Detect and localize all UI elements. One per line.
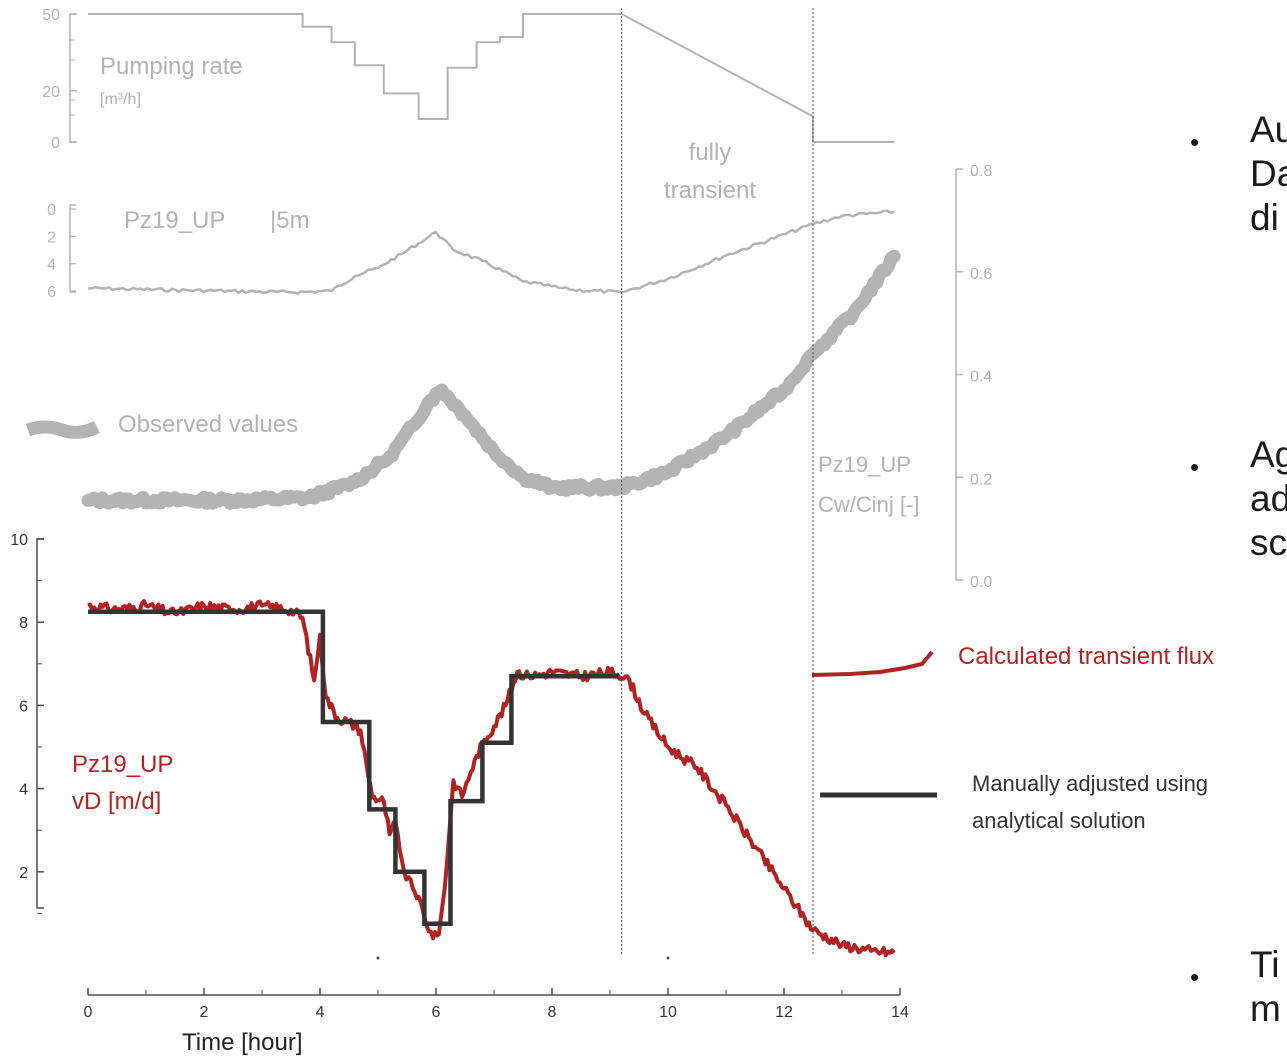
stray-dot <box>666 956 670 960</box>
concentration-tick-label: 0.0 <box>970 574 992 591</box>
groundwater-tick-label: 2 <box>47 229 56 246</box>
flux-tick-label: 4 <box>19 782 28 799</box>
stray-dot <box>376 956 380 960</box>
bullet-dot: • <box>1190 127 1200 157</box>
bullet-2-line-2: ad <box>1250 478 1287 519</box>
calculated-flux-line <box>87 599 896 958</box>
concentration-tick-label: 0.4 <box>970 369 992 386</box>
bullet-3-line-1: Ti <box>1250 944 1280 985</box>
fully-transient-label-line1: fully <box>689 139 732 166</box>
pumping-tick-label: 0 <box>51 135 60 152</box>
pumping-rate-line <box>88 13 895 143</box>
concentration-tick-label: 0.6 <box>970 266 992 283</box>
bullet-dot: • <box>1190 452 1200 482</box>
groundwater-label: Pz19_UP <box>124 207 225 234</box>
bullet-lines-2: Ag ad sc <box>1250 433 1287 565</box>
pumping-y-axis <box>69 13 76 143</box>
flux-tick-label: 6 <box>19 698 28 715</box>
flux-tick-label: 10 <box>10 532 28 549</box>
groundwater-scale-label: |5m <box>270 207 310 234</box>
calculated-flux-legend-label: Calculated transient flux <box>958 643 1214 670</box>
bullet-1-line-1: Au <box>1250 109 1287 150</box>
analytical-solution-legend-label-line1: Manually adjusted using <box>972 771 1208 796</box>
groundwater-tick-label: 6 <box>47 284 56 301</box>
bullet-dot: • <box>1190 962 1200 992</box>
concentration-label-line2: Cw/Cinj [-] <box>818 492 919 517</box>
pumping-tick-label: 50 <box>42 7 60 24</box>
concentration-tick-label: 0.2 <box>970 471 992 488</box>
time-tick-label: 6 <box>432 1004 441 1021</box>
time-axis-label: Time [hour] <box>182 1029 302 1056</box>
pumping-label: Pumping rate <box>100 53 243 80</box>
observed-values-legend-swatch <box>25 420 100 439</box>
time-tick-label: 14 <box>891 1004 909 1021</box>
observed-values-line <box>81 249 901 510</box>
analytical-solution-legend-label-line2: analytical solution <box>972 808 1146 833</box>
time-tick-label: 8 <box>548 1004 557 1021</box>
groundwater-y-axis <box>69 204 76 293</box>
bullet-lines-3: Ti m <box>1250 943 1281 1031</box>
flux-y-axis <box>36 538 44 909</box>
fully-transient-label-line2: transient <box>664 177 756 204</box>
concentration-tick-label: 0.8 <box>970 163 992 180</box>
bullet-2-line-3: sc <box>1250 522 1287 563</box>
flux-label-line2: vD [m/d] <box>72 788 161 815</box>
bullet-1-line-3: di <box>1250 197 1279 238</box>
concentration-label-line1: Pz19_UP <box>818 452 911 477</box>
time-tick-label: 0 <box>84 1004 93 1021</box>
groundwater-line <box>87 209 895 295</box>
bullet-1-line-2: Da <box>1250 153 1287 194</box>
observed-values-legend-label: Observed values <box>118 411 298 438</box>
time-tick-label: 10 <box>659 1004 677 1021</box>
analytical-solution-line <box>88 609 619 927</box>
groundwater-tick-label: 4 <box>47 257 56 274</box>
flux-tick-label: 2 <box>19 865 28 882</box>
pumping-unit: [m³/h] <box>100 91 141 108</box>
time-tick-label: 12 <box>775 1004 793 1021</box>
bullet-3-line-2: m <box>1250 988 1281 1029</box>
pumping-tick-label: 20 <box>42 84 60 101</box>
bullet-lines-1: Au Da di <box>1250 108 1287 240</box>
time-tick-label: 4 <box>316 1004 325 1021</box>
calculated-flux-legend-swatch <box>811 650 934 677</box>
groundwater-tick-label: 0 <box>47 202 56 219</box>
flux-tick-label: 8 <box>19 615 28 632</box>
time-tick-label: 2 <box>200 1004 209 1021</box>
flux-label-line1: Pz19_UP <box>72 751 173 778</box>
bullet-2-line-1: Ag <box>1250 434 1287 475</box>
